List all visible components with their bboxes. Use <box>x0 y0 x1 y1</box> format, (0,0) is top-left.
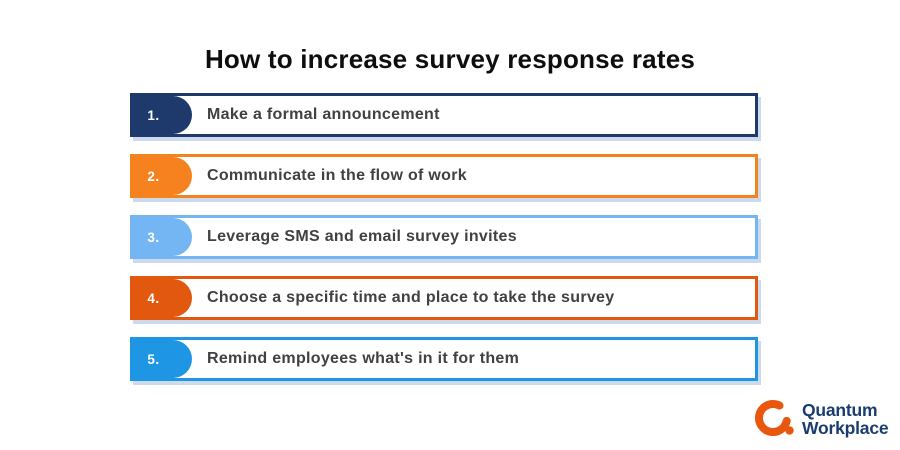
step-number-tab: 2. <box>133 157 192 195</box>
step-row: 1. Make a formal announcement <box>130 93 758 137</box>
step-label: Make a formal announcement <box>207 106 440 123</box>
page-title: How to increase survey response rates <box>204 44 696 74</box>
quantum-q-icon <box>755 400 794 436</box>
steps-list: 1. Make a formal announcement 2. Communi… <box>130 93 758 398</box>
step-label: Leverage SMS and email survey invites <box>207 228 517 245</box>
step-row: 4. Choose a specific time and place to t… <box>130 276 758 320</box>
step-number: 4. <box>147 290 160 306</box>
step-number: 2. <box>147 168 160 184</box>
step-number-tab: 1. <box>133 96 192 134</box>
step-number-tab: 5. <box>133 340 192 378</box>
step-row: 3. Leverage SMS and email survey invites <box>130 215 758 259</box>
step-label: Choose a specific time and place to take… <box>207 289 615 306</box>
logo-line2: Workplace <box>802 418 889 438</box>
step-number-tab: 3. <box>133 218 192 256</box>
quantum-workplace-logo: Quantum Workplace <box>754 397 889 441</box>
logo-line1: Quantum <box>802 400 878 420</box>
step-number-tab: 4. <box>133 279 192 317</box>
step-label: Communicate in the flow of work <box>207 167 467 184</box>
step-number: 3. <box>147 229 160 245</box>
step-number: 1. <box>147 107 160 123</box>
step-row: 5. Remind employees what's in it for the… <box>130 337 758 381</box>
step-row: 2. Communicate in the flow of work <box>130 154 758 198</box>
logo-wordmark: Quantum Workplace <box>802 400 889 438</box>
step-label: Remind employees what's in it for them <box>207 350 520 367</box>
step-number: 5. <box>147 351 160 367</box>
